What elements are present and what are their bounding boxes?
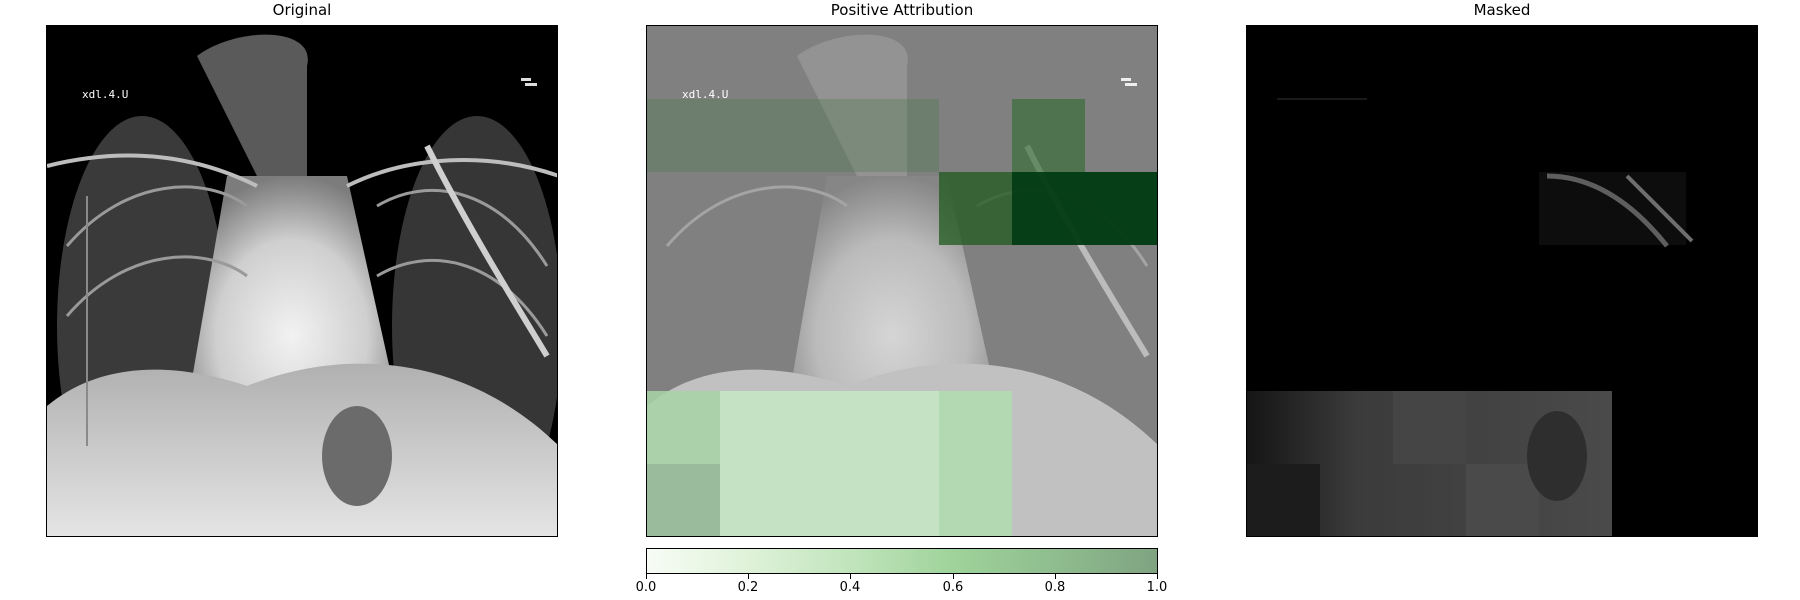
original-image: xdl.4.U [46,25,558,537]
corner-marker [521,78,537,86]
panel-title-attribution: Positive Attribution [830,1,974,19]
corner-marker-2 [1121,78,1137,86]
colorbar-tick-label: 0.0 [635,580,657,595]
attribution-heatmap [647,99,1157,536]
colorbar-tick [953,574,954,579]
colorbar-tick [646,574,647,579]
colorbar-tick-label: 0.8 [1044,580,1066,595]
image-marker-text: xdl.4.U [82,88,128,101]
colorbar-tick-label: 0.4 [839,580,861,595]
panel-title-original: Original [272,1,332,19]
masked-regions [1247,98,1694,536]
colorbar-tick [1157,574,1158,579]
xray-anatomy [47,34,557,536]
panel-title-masked: Masked [1473,1,1531,19]
colorbar-tick [748,574,749,579]
colorbar-tick [850,574,851,579]
masked-image [1246,25,1758,537]
colorbar-tick-label: 0.2 [737,580,759,595]
attribution-colorbar [646,548,1158,574]
image-marker-text-2: xdl.4.U [682,88,728,101]
attribution-image: xdl.4.U [646,25,1158,537]
colorbar-tick [1055,574,1056,579]
colorbar-tick-label: 0.6 [942,580,964,595]
colorbar-tick-label: 1.0 [1146,580,1168,595]
